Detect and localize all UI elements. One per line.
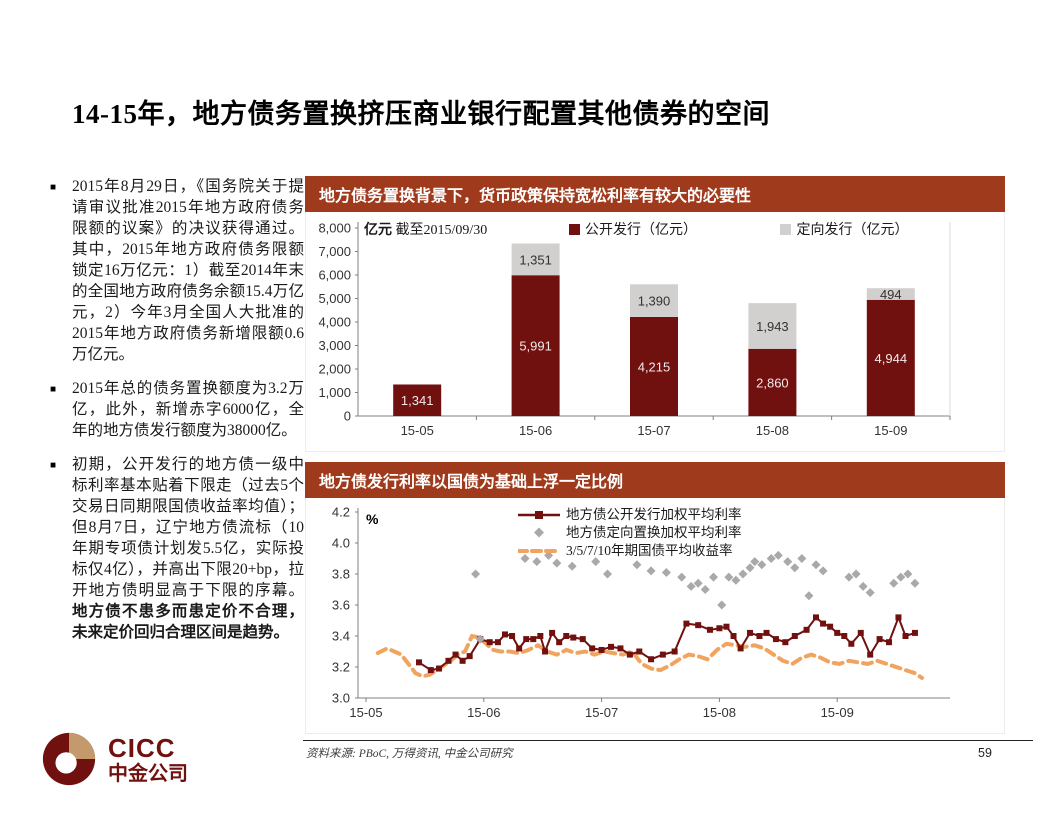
legend-label: 定向发行（亿元） [796, 223, 909, 238]
svg-text:15-05: 15-05 [401, 423, 434, 438]
svg-text:15-09: 15-09 [874, 423, 907, 438]
svg-text:4.2: 4.2 [332, 505, 350, 520]
page-title: 14-15年，地方债务置换挤压商业银行配置其他债券的空间 [72, 99, 770, 129]
charts-column: 地方债务置换背景下，货币政策保持宽松利率有较大的必要性 0 1,000 2,000 3… [305, 176, 1005, 734]
logo-text-cn: 中金公司 [108, 762, 188, 785]
line-chart-title: 地方债发行利率以国债为基础上浮一定比例 [319, 474, 624, 491]
svg-text:5,991: 5,991 [519, 339, 552, 354]
svg-text:15-09: 15-09 [821, 705, 854, 720]
bullet-text: 2015年8月29日，《国务院关于提请审议批准2015年地方政府债务限额的议案》… [72, 178, 304, 363]
svg-text:15-08: 15-08 [756, 423, 789, 438]
issuance-rate-line-chart: 3.0 3.2 3.4 3.6 3.8 4.0 4.2 % 15-05 15-06 15-07 15-… [332, 505, 950, 720]
legend-item-treasury-yield: 3/5/7/10年期国债平均收益率 [518, 542, 742, 559]
private-issue-swatch-icon [780, 223, 792, 235]
bar-chart-panel: 地方债务置换背景下，货币政策保持宽松利率有较大的必要性 0 1,000 2,000 3… [305, 176, 1005, 452]
svg-text:3.2: 3.2 [332, 660, 350, 675]
orange-dashed-line-swatch-icon [518, 548, 560, 553]
logo-text-en: CICC [108, 732, 176, 763]
footer-divider [303, 740, 1033, 741]
svg-text:1,000: 1,000 [318, 385, 351, 400]
svg-text:4,215: 4,215 [638, 359, 671, 374]
line-chart-legend: 地方债公开发行加权平均利率 地方债定向置换加权平均利率 3/5/7/10年期国债… [518, 506, 742, 559]
svg-text:1,390: 1,390 [638, 294, 671, 309]
svg-text:%: % [366, 511, 379, 527]
svg-text:15-06: 15-06 [519, 423, 552, 438]
svg-text:1,943: 1,943 [756, 319, 789, 334]
svg-text:3,000: 3,000 [318, 338, 351, 353]
svg-text:3.0: 3.0 [332, 691, 350, 706]
svg-text:4,944: 4,944 [875, 351, 908, 366]
unit-note: 亿元 截至2015/09/30 [364, 219, 569, 239]
page-number: 59 [978, 746, 992, 760]
svg-text:0: 0 [344, 409, 351, 424]
bar-chart-title-bar: 地方债务置换背景下，货币政策保持宽松利率有较大的必要性 [305, 176, 1005, 212]
svg-text:3.8: 3.8 [332, 567, 350, 582]
bar-chart-box: 0 1,000 2,000 3,000 4,000 5,000 6,000 7,000 8,00… [305, 212, 1005, 452]
svg-text:4.0: 4.0 [332, 536, 350, 551]
public-issue-swatch-icon [568, 223, 580, 235]
legend-item-public-rate: 地方债公开发行加权平均利率 [518, 506, 742, 523]
svg-text:8,000: 8,000 [318, 221, 351, 236]
svg-text:494: 494 [880, 287, 902, 302]
legend-label: 地方债公开发行加权平均利率 [566, 507, 742, 522]
gray-diamond-swatch-icon [534, 527, 544, 538]
svg-text:1,341: 1,341 [401, 393, 434, 408]
svg-text:2,000: 2,000 [318, 362, 351, 377]
svg-text:15-06: 15-06 [467, 705, 500, 720]
svg-text:1,351: 1,351 [519, 252, 552, 267]
as-of-label: 截至2015/09/30 [395, 223, 488, 238]
svg-text:5,000: 5,000 [318, 291, 351, 306]
cicc-logo: CICC 中金公司 [40, 730, 188, 788]
unit-label: 亿元 [364, 223, 392, 238]
legend-item-private-rate: 地方债定向置换加权平均利率 [518, 524, 742, 541]
svg-text:7,000: 7,000 [318, 244, 351, 259]
bullet-item: 2015年8月29日，《国务院关于提请审议批准2015年地方政府债务限额的议案》… [50, 176, 304, 365]
svg-text:15-07: 15-07 [637, 423, 670, 438]
cicc-logo-mark-icon [42, 732, 96, 786]
bullet-item: 初期，公开发行的地方债一级中标利率基本贴着下限走（过去5个交易日同期限国债收益率… [50, 454, 304, 643]
bullet-text: 初期，公开发行的地方债一级中标利率基本贴着下限走（过去5个交易日同期限国债收益率… [72, 456, 304, 599]
svg-text:6,000: 6,000 [318, 268, 351, 283]
line-chart-box: 3.0 3.2 3.4 3.6 3.8 4.0 4.2% 15-05 15-06 15-07 15-… [305, 498, 1005, 734]
bar-chart-header-row: 亿元 截至2015/09/30 公开发行（亿元） 定向发行（亿元） [364, 219, 992, 239]
bullet-text: 2015年总的债务置换额度为3.2万亿，此外，新增赤字6000亿，全年的地方债发… [72, 380, 304, 439]
legend-label: 3/5/7/10年期国债平均收益率 [566, 543, 733, 558]
bullet-list: 2015年8月29日，《国务院关于提请审议批准2015年地方政府债务限额的议案》… [50, 176, 304, 656]
cicc-wordmark: CICC 中金公司 [108, 735, 188, 784]
line-chart-panel: 地方债发行利率以国债为基础上浮一定比例 3.0 3.2 3.4 3.6 3.8 4.0 4.… [305, 462, 1005, 734]
svg-text:4,000: 4,000 [318, 315, 351, 330]
legend-label: 公开发行（亿元） [584, 223, 697, 238]
svg-text:2,860: 2,860 [756, 375, 789, 390]
bullet-bold-text: 地方债不患多而患定价不合理，未来定价回归合理区间是趋势。 [72, 603, 304, 641]
svg-text:3.4: 3.4 [332, 629, 350, 644]
bar-chart-title: 地方债务置换背景下，货币政策保持宽松利率有较大的必要性 [319, 188, 752, 205]
svg-text:15-08: 15-08 [703, 705, 736, 720]
source-note: 资料来源: PBoC, 万得资讯, 中金公司研究 [306, 748, 513, 760]
svg-text:15-05: 15-05 [349, 705, 382, 720]
local-debt-issuance-bar-chart: 0 1,000 2,000 3,000 4,000 5,000 6,000 7,000 8,00… [318, 221, 951, 438]
legend-item-public-issue: 公开发行（亿元） [568, 219, 781, 239]
svg-text:15-07: 15-07 [585, 705, 618, 720]
line-chart-title-bar: 地方债发行利率以国债为基础上浮一定比例 [305, 462, 1005, 498]
maroon-line-square-swatch-icon [518, 510, 560, 519]
legend-label: 地方债定向置换加权平均利率 [566, 525, 742, 540]
svg-text:3.6: 3.6 [332, 598, 350, 613]
legend-item-private-issue: 定向发行（亿元） [780, 219, 992, 239]
bullet-item: 2015年总的债务置换额度为3.2万亿，此外，新增赤字6000亿，全年的地方债发… [50, 378, 304, 441]
